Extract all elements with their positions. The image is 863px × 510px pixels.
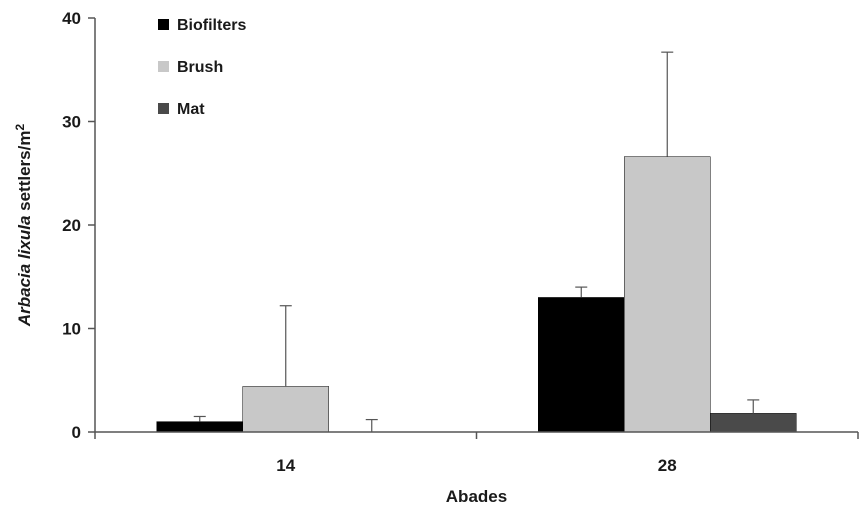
bar-brush-28 [624,156,711,433]
y-tick-label: 30 [62,113,81,132]
legend-swatch [158,19,169,30]
legend-label: Brush [177,59,223,76]
x-ticks: 14 28 [94,432,859,475]
bars [156,156,797,433]
legend-swatch [158,103,169,114]
bar-mat-28 [710,413,797,433]
y-tick-label: 20 [62,216,81,235]
axes [94,18,858,433]
error-bars [193,51,760,432]
y-axis-title-superscript: 2 [13,124,27,131]
y-axis-title-rest: settlers/m [15,131,34,216]
y-tick-label: 10 [62,320,81,339]
legend-swatch [158,61,169,72]
legend: Biofilters Brush Mat [158,17,246,118]
bar-biofilters-14 [156,421,243,433]
x-axis-title: Abades [446,487,507,506]
bar-biofilters-28 [538,297,625,433]
x-tick-label: 14 [276,456,295,475]
y-tick-label: 0 [72,423,81,442]
y-axis-title: Arbacia lixula settlers/m2 [13,124,34,328]
legend-label: Biofilters [177,17,246,34]
x-tick-label: 28 [658,456,677,475]
y-axis-title-italic: Arbacia lixula [15,216,34,328]
y-tick-label: 40 [62,9,81,28]
y-ticks: 0 10 20 30 40 [62,9,95,442]
bar-brush-14 [242,386,329,433]
legend-label: Mat [177,101,205,118]
